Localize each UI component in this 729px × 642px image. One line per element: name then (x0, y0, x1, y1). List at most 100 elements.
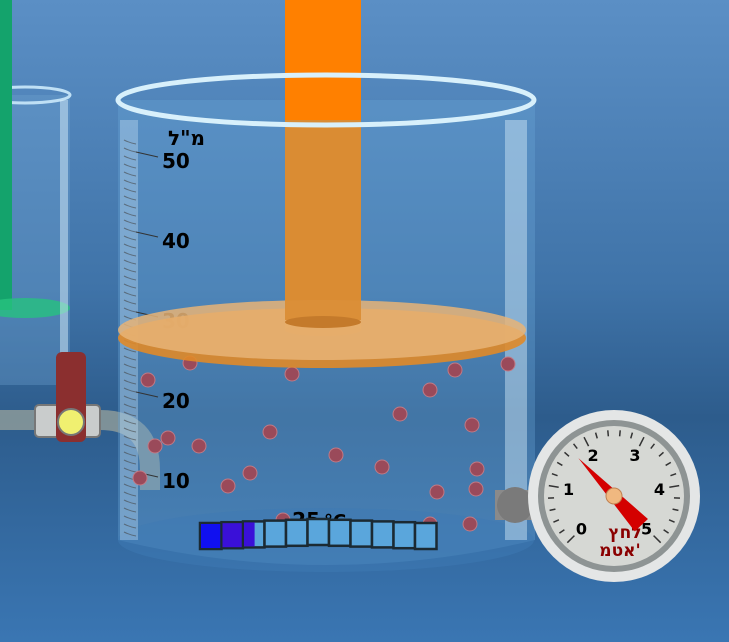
graduation-mark (123, 347, 137, 353)
graduation-mark (123, 379, 137, 385)
graduation-mark (123, 499, 137, 505)
graduation-mark (123, 251, 137, 257)
temperature-cell (349, 519, 374, 548)
volume-tick-label: 20 (162, 389, 190, 413)
gauge-tick (549, 508, 556, 512)
gauge-tick (572, 443, 578, 450)
graduation-mark (123, 483, 137, 489)
gas-particle (392, 406, 408, 422)
temperature-bar[interactable] (198, 517, 438, 551)
graduation-mark (123, 515, 137, 521)
graduation-mark (123, 411, 137, 417)
gas-particle (262, 424, 278, 440)
temperature-cell (263, 519, 288, 548)
temperature-cell (327, 518, 352, 548)
volume-tick-label: 50 (162, 149, 190, 173)
major-tick (135, 231, 159, 238)
graduation-mark (123, 523, 137, 529)
gas-particle (191, 438, 207, 454)
gas-particle (284, 366, 300, 382)
valve[interactable] (0, 352, 160, 490)
gauge-label-atm: אטמ' (599, 541, 640, 561)
graduation-mark (123, 267, 137, 273)
graduation-mark (123, 387, 137, 393)
graduation-mark (123, 459, 137, 465)
gauge-pivot (605, 487, 623, 505)
gauge-tick (556, 461, 563, 467)
graduation-mark (123, 195, 137, 201)
gauge-tick (668, 519, 675, 523)
gauge-tick (658, 451, 665, 457)
major-tick (135, 391, 159, 398)
beaker-rim (115, 72, 537, 128)
gauge-tick (607, 430, 610, 437)
graduation-mark (123, 307, 137, 313)
gauge-tick (548, 484, 559, 488)
gauge-tick (563, 451, 570, 457)
gauge-tick-label: 0 (576, 520, 587, 539)
gauge-tick (663, 529, 670, 534)
green-liquid-surface (0, 298, 70, 318)
temperature-fill (201, 524, 221, 548)
graduation-mark (123, 275, 137, 281)
gauge-tick (650, 443, 656, 450)
temperature-fill (244, 522, 255, 547)
graduation-mark (123, 371, 137, 377)
gauge-tick (566, 535, 575, 544)
gauge-tick (553, 519, 560, 523)
graduation-mark (123, 507, 137, 513)
major-tick (135, 151, 159, 158)
gauge-tick-label: 2 (588, 446, 599, 465)
gauge-tick (583, 436, 590, 447)
gas-particle (447, 362, 463, 378)
graduation-mark (123, 259, 137, 265)
graduation-mark (123, 291, 137, 297)
graduation-mark (123, 243, 137, 249)
gauge-tick (653, 535, 662, 544)
graduation-mark (123, 139, 137, 145)
gauge-tick (638, 436, 645, 447)
gauge-tick-label: 1 (563, 480, 574, 499)
gauge-tick (665, 461, 672, 467)
graduation-mark (123, 235, 137, 241)
gauge-tick (551, 472, 558, 477)
gas-particle (147, 438, 163, 454)
temperature-cell (392, 520, 417, 550)
gas-particle (160, 430, 176, 446)
gauge-tick (672, 508, 679, 512)
gauge-tick (670, 472, 677, 477)
graduation-mark (123, 187, 137, 193)
temperature-cell (413, 521, 438, 551)
gas-particle (132, 470, 148, 486)
gauge-tick (594, 432, 598, 439)
gas-particle (468, 481, 484, 497)
gauge-tick-label: 4 (654, 480, 665, 499)
gas-particle (464, 417, 480, 433)
graduation-mark (123, 451, 137, 457)
reservoir-beaker (0, 0, 72, 385)
graduation-mark (123, 219, 137, 225)
graduation-mark (123, 491, 137, 497)
graduation-mark (123, 179, 137, 185)
graduation-mark (123, 283, 137, 289)
graduation-mark (123, 155, 137, 161)
temperature-cell (284, 518, 309, 548)
gas-particle (220, 478, 236, 494)
gas-particle (328, 447, 344, 463)
graduation-mark (123, 355, 137, 361)
graduation-mark (123, 435, 137, 441)
gauge-tick-label: 5 (641, 520, 652, 539)
gauge-tick (630, 432, 634, 439)
graduation-mark (123, 163, 137, 169)
piston[interactable] (118, 0, 526, 368)
temperature-fill (222, 523, 243, 548)
graduation-mark (123, 147, 137, 153)
volume-unit-label: מ"ל (168, 126, 205, 150)
graduation-mark (123, 395, 137, 401)
graduation-mark (123, 203, 137, 209)
graduation-mark (123, 227, 137, 233)
piston-plate (118, 300, 526, 360)
graduation-mark (123, 403, 137, 409)
graduation-mark (123, 171, 137, 177)
